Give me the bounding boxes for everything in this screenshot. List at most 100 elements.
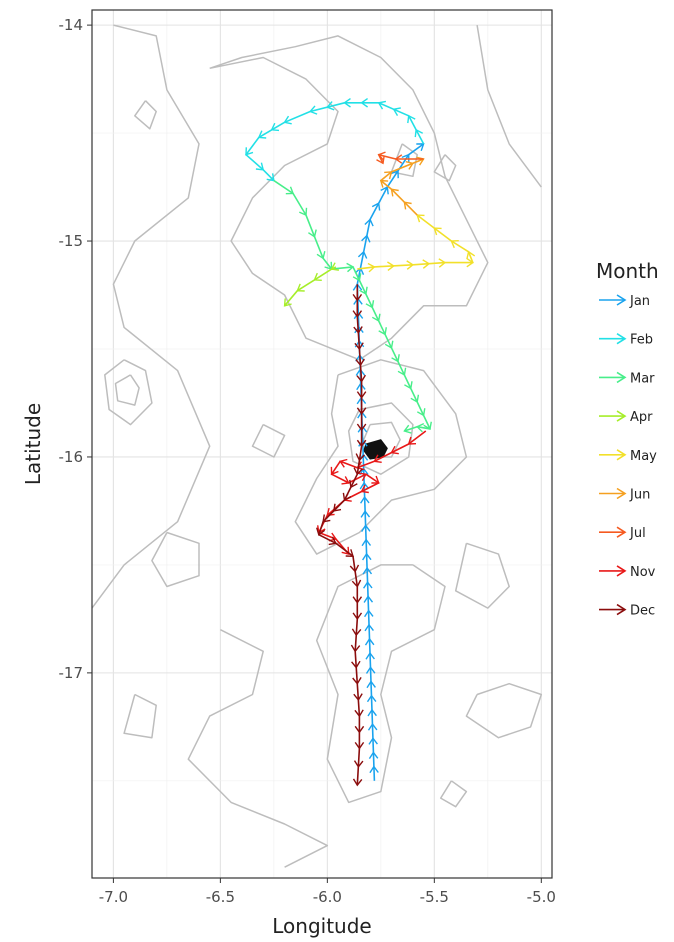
legend-entry-dec: Dec xyxy=(599,604,655,619)
legend-label: Dec xyxy=(630,604,655,619)
track-arrow xyxy=(466,257,475,268)
track-arrow xyxy=(357,250,368,259)
track-arrow xyxy=(364,609,374,618)
track-arrow xyxy=(352,273,362,282)
track-arrow xyxy=(353,467,363,476)
track-arrow xyxy=(390,445,399,455)
track-arrow xyxy=(341,476,350,485)
track-arrow xyxy=(349,564,360,573)
track-arrow xyxy=(355,453,366,462)
contour-line xyxy=(454,542,510,609)
contour-line xyxy=(315,564,446,804)
x-tick-label: -5.5 xyxy=(420,888,449,906)
track-arrow xyxy=(328,536,337,546)
track-arrow xyxy=(358,472,367,482)
track-arrow xyxy=(361,234,371,243)
track-arrow xyxy=(353,760,364,769)
legend-label: Nov xyxy=(630,565,656,580)
legend-key-arrow xyxy=(616,565,627,577)
contour-line xyxy=(390,143,418,178)
legend: Month Jan Feb Mar Apr May Jun Jul Nov Dec xyxy=(596,259,659,619)
legend-entry-apr: Apr xyxy=(599,410,653,425)
track-arrow xyxy=(330,262,340,271)
track-arrow xyxy=(362,552,372,561)
track-arrow xyxy=(283,115,292,125)
track-arrow xyxy=(371,475,380,484)
track-arrow xyxy=(345,549,354,558)
track-arrow xyxy=(341,546,350,556)
y-tick-label: -16 xyxy=(59,448,84,466)
track-arrow xyxy=(356,374,366,383)
track-series-may xyxy=(357,214,476,273)
track-arrow xyxy=(360,98,369,108)
legend-label: Jul xyxy=(629,526,646,541)
track-arrow xyxy=(350,644,361,653)
track-arrow xyxy=(407,114,416,124)
track-arrow xyxy=(361,538,372,547)
track-series-mar xyxy=(273,179,432,434)
track-arrow xyxy=(364,218,374,227)
contour-line xyxy=(104,359,153,426)
track-arrow xyxy=(359,286,368,295)
track-arrow xyxy=(354,725,365,734)
contour-line xyxy=(251,423,286,458)
track-arrow xyxy=(342,492,352,502)
track-arrow xyxy=(354,342,364,351)
track-arrow xyxy=(384,171,393,180)
panel-background xyxy=(92,10,552,878)
track-arrow xyxy=(364,623,374,632)
legend-label: Jan xyxy=(629,294,650,309)
x-tick-label: -7.0 xyxy=(99,888,128,906)
track-arrow xyxy=(352,293,363,302)
y-axis: -14 -15 -16 -17 xyxy=(59,16,92,682)
track-arrow xyxy=(255,162,265,171)
track-line xyxy=(273,179,431,432)
legend-entry-jun: Jun xyxy=(599,488,650,503)
track-arrow xyxy=(326,507,335,517)
x-tick-label: -6.0 xyxy=(313,888,342,906)
track-line xyxy=(377,153,424,164)
track-arrow xyxy=(369,765,379,774)
x-tick-label: -5.0 xyxy=(527,888,556,906)
track-arrow xyxy=(285,186,295,195)
track-arrow xyxy=(378,327,387,336)
legend-entry-jul: Jul xyxy=(599,526,646,541)
contour-line xyxy=(123,693,157,739)
contour-line xyxy=(209,35,489,361)
y-axis-title: Latitude xyxy=(21,403,45,485)
track-arrow xyxy=(359,467,369,476)
track-arrow xyxy=(422,259,431,269)
track-arrow xyxy=(407,436,417,445)
track-arrow xyxy=(405,161,415,170)
track-arrow xyxy=(414,128,424,138)
track-arrow xyxy=(299,207,308,217)
track-arrow xyxy=(356,407,367,416)
track-arrow xyxy=(359,481,370,490)
track-arrow xyxy=(257,130,267,139)
contour-line xyxy=(433,154,457,182)
track-arrow xyxy=(371,313,381,322)
track-arrow xyxy=(438,258,447,268)
track-arrow xyxy=(309,105,318,115)
track-arrow xyxy=(351,579,362,588)
track-arrow xyxy=(270,122,280,132)
track-arrow xyxy=(356,391,367,399)
y-tick-label: -15 xyxy=(59,232,84,250)
track-arrow xyxy=(384,340,394,349)
track-arrow xyxy=(296,283,305,292)
contour-layer xyxy=(91,24,543,868)
track-arrow xyxy=(360,509,371,518)
track-arrow xyxy=(356,423,367,432)
track-arrow xyxy=(390,188,399,197)
legend-key-arrow xyxy=(616,449,627,461)
legend-entry-mar: Mar xyxy=(599,371,655,386)
track-arrow xyxy=(343,98,351,108)
legend-label: Jun xyxy=(629,488,650,503)
track-arrow xyxy=(371,202,381,211)
legend-label: Mar xyxy=(630,371,655,386)
track-arrow xyxy=(354,741,365,750)
track-arrow xyxy=(362,566,373,575)
track-arrow xyxy=(353,693,363,702)
track-arrow xyxy=(466,250,476,260)
